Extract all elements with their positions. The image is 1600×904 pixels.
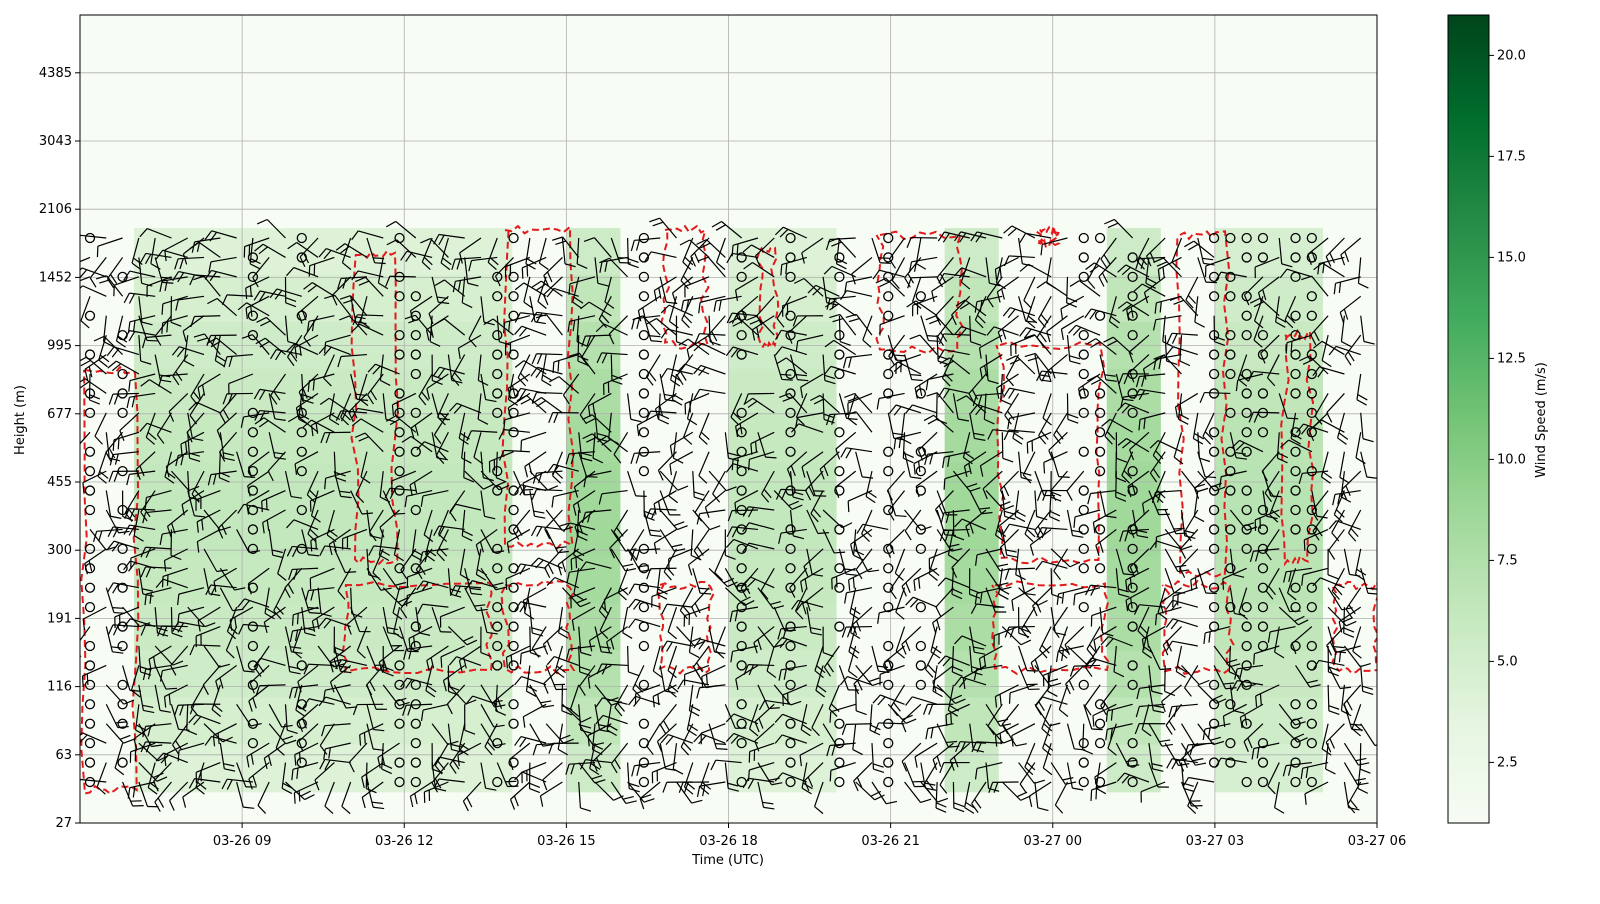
heat-band-6 bbox=[1215, 604, 1323, 652]
heat-band-4 bbox=[945, 604, 999, 652]
heat-band-6 bbox=[1215, 228, 1323, 276]
heat-band-4 bbox=[945, 463, 999, 511]
colorbar-tick-label-3: 10.0 bbox=[1497, 452, 1526, 467]
y-tick-label-11: 4385 bbox=[39, 66, 72, 81]
colorbar-tick-label-7: 20.0 bbox=[1497, 48, 1526, 63]
x-tick-label-5: 03-27 00 bbox=[1024, 834, 1082, 849]
y-axis-ticks: 27 63 116 191 300 455 677 995 1452 2106 3043 4385 bbox=[39, 66, 80, 831]
y-tick-label-0: 27 bbox=[55, 816, 72, 831]
heat-band-0 bbox=[134, 416, 404, 464]
y-axis-label: Height (m) bbox=[13, 385, 28, 455]
y-tick-label-10: 3043 bbox=[39, 134, 72, 149]
x-tick-label-0: 03-26 09 bbox=[213, 834, 271, 849]
heat-band-0 bbox=[134, 557, 404, 605]
heat-band-3 bbox=[729, 557, 837, 605]
y-tick-label-5: 455 bbox=[47, 475, 72, 490]
x-tick-label-4: 03-26 21 bbox=[861, 834, 919, 849]
y-tick-label-9: 2106 bbox=[39, 202, 72, 217]
heat-band-1 bbox=[404, 416, 512, 464]
y-tick-label-7: 995 bbox=[47, 339, 72, 354]
heat-band-6 bbox=[1215, 744, 1323, 792]
heat-band-4 bbox=[945, 369, 999, 417]
colorbar-tick-label-5: 15.0 bbox=[1497, 250, 1526, 265]
y-tick-label-1: 63 bbox=[55, 748, 72, 763]
x-tick-label-2: 03-26 15 bbox=[537, 834, 595, 849]
y-tick-label-4: 300 bbox=[47, 543, 72, 558]
y-tick-label-2: 116 bbox=[47, 680, 72, 695]
colorbar-label: Wind Speed (m/s) bbox=[1534, 362, 1549, 478]
colorbar-tick-label-6: 17.5 bbox=[1497, 149, 1526, 164]
colorbar bbox=[1448, 15, 1489, 823]
x-tick-label-6: 03-27 03 bbox=[1186, 834, 1244, 849]
x-tick-label-3: 03-26 18 bbox=[699, 834, 757, 849]
x-tick-label-7: 03-27 06 bbox=[1348, 834, 1406, 849]
colorbar-tick-label-0: 2.5 bbox=[1497, 755, 1518, 770]
colorbar-tick-label-4: 12.5 bbox=[1497, 351, 1526, 366]
x-tick-label-1: 03-26 12 bbox=[375, 834, 433, 849]
colorbar-tick-label-2: 7.5 bbox=[1497, 553, 1518, 568]
y-tick-label-3: 191 bbox=[47, 611, 72, 626]
x-axis-ticks: 03-26 09 03-26 12 03-26 15 03-26 18 03-26 21… bbox=[213, 823, 1406, 849]
x-axis-label: Time (UTC) bbox=[691, 853, 764, 868]
heat-band-3 bbox=[729, 416, 837, 464]
colorbar-tick-label-1: 5.0 bbox=[1497, 654, 1518, 669]
heat-band-5 bbox=[1107, 416, 1161, 464]
y-tick-label-6: 677 bbox=[47, 407, 72, 422]
colorbar-ticks: 2.5 5.0 7.5 10.0 12.5 15.0 17.5 20.0 bbox=[1489, 48, 1526, 770]
y-tick-label-8: 1452 bbox=[39, 270, 72, 285]
